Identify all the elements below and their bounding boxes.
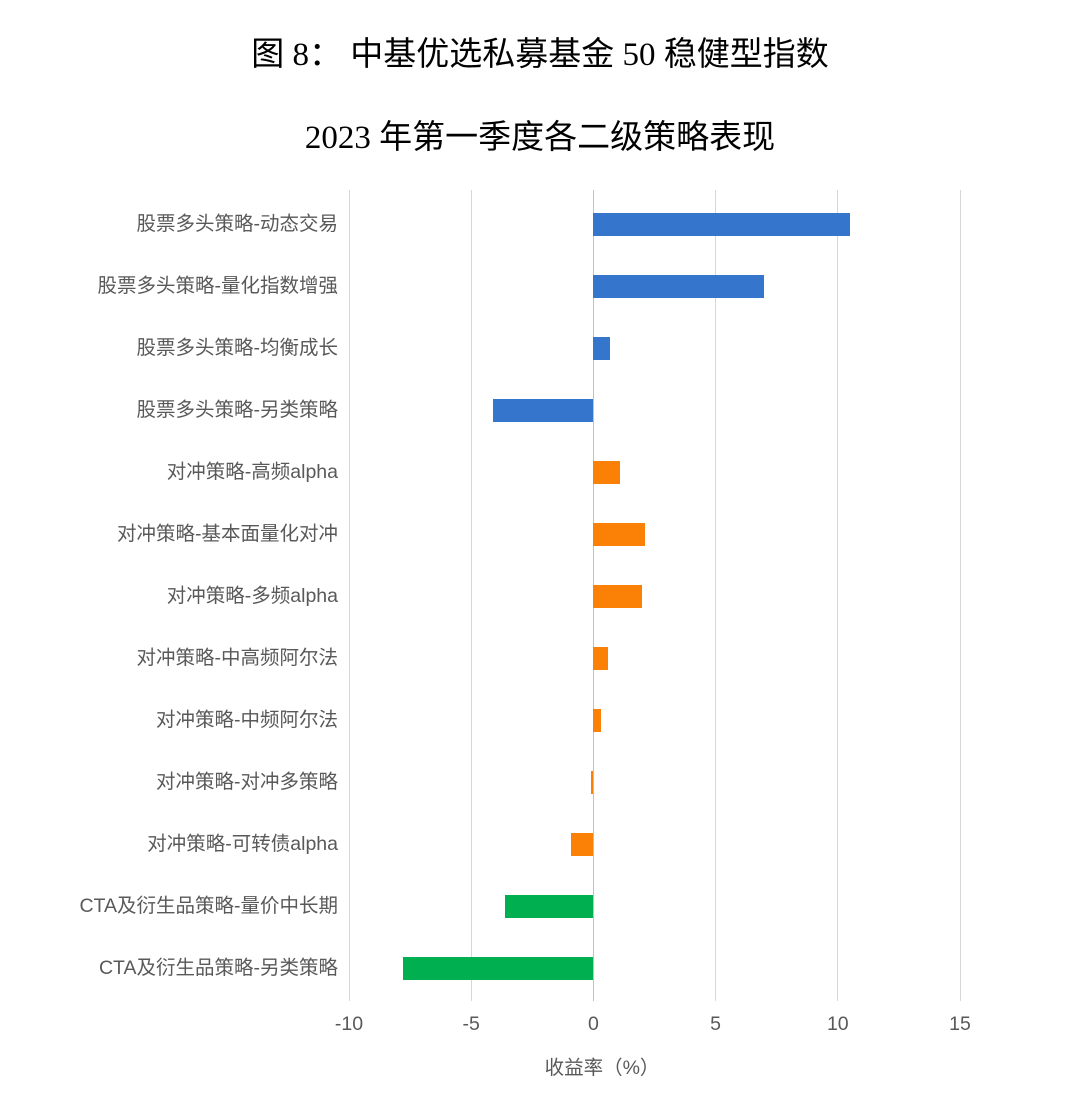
category-label: 股票多头策略-均衡成长 [136,336,339,359]
category-label: 对冲策略-可转债alpha [147,832,338,855]
category-label: 对冲策略-中高频阿尔法 [136,646,339,669]
bar [593,336,611,360]
bar [493,398,594,422]
x-tick-label: 10 [826,1013,849,1035]
x-tick-label: -10 [334,1013,364,1035]
x-tick-label: -5 [462,1013,480,1035]
bar [593,460,621,484]
category-label: 股票多头策略-另类策略 [136,398,339,421]
category-label: CTA及衍生品策略-另类策略 [98,956,338,979]
gridline [837,190,839,1001]
figure-title-line1: 图 8： 中基优选私募基金 50 稳健型指数 [251,37,829,73]
category-label: 股票多头策略-动态交易 [136,212,339,235]
bar [593,212,850,236]
bar [505,894,594,918]
bar [593,522,645,546]
x-tick-label: 5 [710,1013,722,1035]
category-label: 对冲策略-高频alpha [166,460,338,483]
category-label: CTA及衍生品策略-量价中长期 [79,894,338,917]
bar [402,956,594,980]
bar [593,274,765,298]
gridline [715,190,717,1001]
x-tick-label: 15 [949,1013,971,1035]
gridline [959,190,961,1001]
bar [571,832,594,856]
x-tick-label: 0 [587,1013,599,1035]
x-axis-title: 收益率（%） [544,1057,660,1079]
bar [593,646,609,670]
gridline [470,190,472,1001]
category-label: 对冲策略-中频阿尔法 [156,708,338,731]
category-label: 对冲策略-对冲多策略 [156,770,338,793]
category-label: 对冲策略-多频alpha [166,584,338,607]
category-label: 对冲策略-基本面量化对冲 [117,522,338,545]
bar [590,770,594,794]
bar [593,584,643,608]
gridline [348,190,350,1001]
category-label: 股票多头策略-量化指数增强 [97,274,339,297]
figure-title-line2: 2023 年第一季度各二级策略表现 [304,120,776,156]
bar [593,708,601,732]
